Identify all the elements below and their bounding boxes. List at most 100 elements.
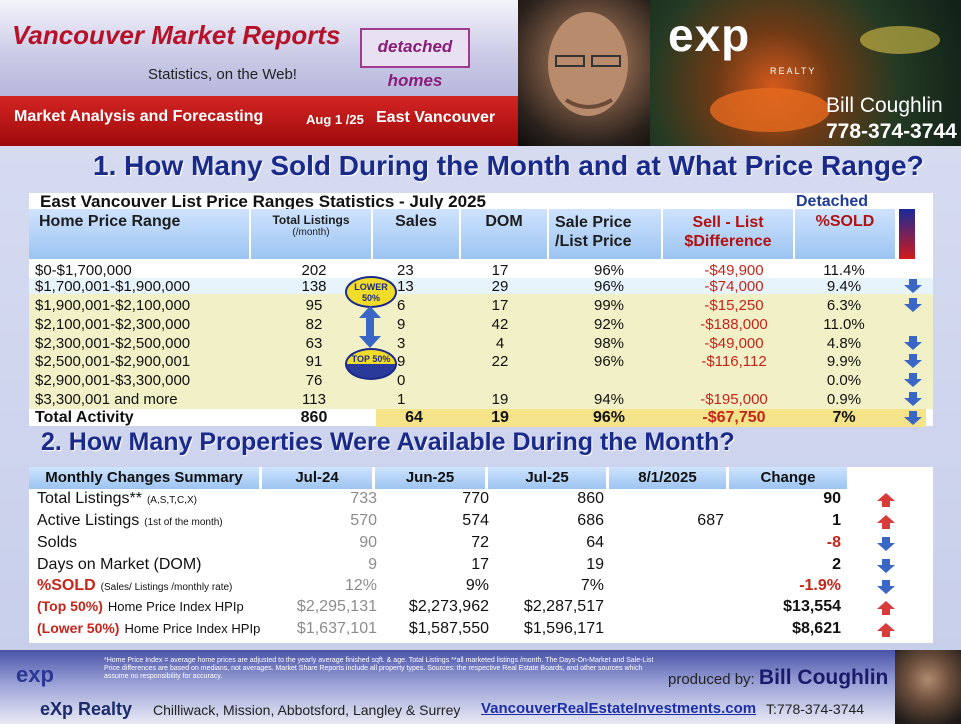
- up-arrow-icon: [877, 515, 895, 529]
- dom-cell: 29: [491, 278, 509, 295]
- website-link[interactable]: VancouverRealEstateInvestments.com: [481, 700, 757, 717]
- percent-sold-cell: 9.4%: [826, 278, 862, 295]
- footer-telephone: T:778-374-3744: [766, 701, 865, 717]
- difference-cell: -$15,250: [704, 297, 764, 314]
- footer-exp-logo: exp: [16, 662, 54, 687]
- jul-24-value: 9: [368, 556, 377, 573]
- col-sales: Sales: [373, 209, 459, 259]
- summary-label-note: (1st of the month): [144, 517, 223, 528]
- jul-25-value: 686: [577, 512, 604, 529]
- col-sell-list-difference: Sell - List $Difference: [663, 209, 793, 259]
- report-date: Aug 1 /25: [306, 112, 364, 127]
- jun-25-value: 770: [462, 490, 489, 507]
- market-analysis-label: Market Analysis and Forecasting: [14, 108, 264, 125]
- sales-cell: 13: [397, 278, 414, 295]
- col-total-listings-sub: (/month): [292, 227, 330, 238]
- col-home-price-range: Home Price Range: [29, 209, 249, 259]
- price-range-table-title: East Vancouver List Price Ranges Statist…: [40, 192, 486, 211]
- summary-row: Total Listings** (A,S,T,C,X) 733 770 860 90: [29, 490, 933, 512]
- change-value: -8: [826, 534, 841, 551]
- top-50-badge: TOP 50%: [345, 348, 397, 380]
- summary-label: Days on Market (DOM): [37, 556, 206, 574]
- summary-row: Active Listings (1st of the month) 570 574 6…: [29, 512, 933, 534]
- dom-cell: 17: [491, 297, 509, 314]
- sales-cell: 6: [397, 297, 406, 314]
- producer-name: Bill Coughlin: [758, 666, 889, 689]
- dom-cell: 22: [491, 353, 509, 370]
- jul-25-value: 64: [586, 534, 604, 551]
- monthly-changes-table: [29, 467, 933, 643]
- listings-cell: 138: [301, 278, 327, 295]
- summary-label: Active Listings (1st of the month): [37, 512, 223, 530]
- total-highlight: [376, 409, 926, 427]
- produced-by: produced by: Bill Coughlin: [668, 666, 888, 690]
- difference-cell: -$49,900: [704, 262, 764, 279]
- section1-heading: 1. How Many Sold During the Month and at…: [93, 150, 924, 181]
- listings-cell: 63: [305, 335, 323, 352]
- sale-list-cell: 96%: [593, 278, 625, 295]
- percent-sold-cell: 4.8%: [826, 335, 862, 352]
- sales-cell: 9: [397, 353, 406, 370]
- difference-cell: -$74,000: [704, 278, 764, 295]
- sale-list-cell: 98%: [593, 335, 625, 352]
- price-range-cell: $2,300,001-$2,500,000: [35, 335, 191, 352]
- price-range-row: $2,100,001-$2,300,000 82 9 42 92% -$188,000 11…: [29, 316, 897, 333]
- summary-label-note: Home Price Index HPIp: [107, 599, 244, 614]
- summary-row: Days on Market (DOM) 9 17 19 2: [29, 556, 933, 578]
- change-value: 1: [832, 512, 841, 529]
- up-arrow-icon: [877, 493, 895, 507]
- property-type-label: Detached: [796, 193, 869, 210]
- sales-cell: 23: [397, 262, 414, 279]
- down-arrow-icon: [904, 336, 922, 350]
- sale-list-cell: 92%: [593, 316, 625, 333]
- total-down-arrow-icon: [904, 411, 922, 425]
- price-range-cell: $3,300,001 and more: [35, 391, 178, 408]
- down-arrow-icon: [904, 279, 922, 293]
- percent-sold-cell: 0.9%: [826, 391, 862, 408]
- percent-sold-cell: 9.9%: [826, 353, 862, 370]
- total-sales: 64: [405, 409, 423, 426]
- price-range-row: $1,700,001-$1,900,000 138 13 29 96% -$74,000 9…: [29, 278, 922, 295]
- col-change: Change: [729, 467, 847, 489]
- price-range-row: $2,500,001-$2,900,001 91 9 22 96% -$116,112 9.…: [29, 353, 922, 370]
- down-arrow-icon: [877, 580, 895, 594]
- total-dom: 19: [491, 409, 509, 426]
- jun-25-value: 574: [462, 512, 489, 529]
- jul-24-value: 570: [350, 512, 377, 529]
- detached-homes-badge: detached homes: [360, 28, 470, 90]
- total-difference: -$67,750: [702, 409, 766, 426]
- dom-cell: 4: [495, 335, 505, 352]
- jul-24-value: 733: [350, 490, 377, 507]
- col-total-listings-label: Total Listings: [272, 213, 350, 227]
- agent-face-icon: [548, 12, 628, 116]
- total-percent-sold: 7%: [832, 409, 856, 426]
- agent-photo: [518, 0, 650, 146]
- down-arrow-icon: [904, 392, 922, 406]
- summary-label-text: %SOLD: [37, 577, 96, 594]
- jul-24-value: $1,637,101: [296, 620, 377, 637]
- percent-sold-cell: 11.0%: [823, 316, 865, 333]
- sale-list-cell: 96%: [593, 262, 625, 279]
- col-jul-25: Jul-25: [488, 467, 606, 489]
- listings-cell: 113: [302, 391, 326, 408]
- sale-list-cell: 99%: [593, 297, 625, 314]
- down-arrow-icon: [877, 559, 895, 573]
- price-range-cell: $2,500,001-$2,900,001: [35, 353, 191, 370]
- dom-cell: 19: [491, 391, 509, 408]
- col-jul-24: Jul-24: [262, 467, 372, 489]
- summary-label-text: (Lower 50%): [37, 620, 120, 636]
- summary-label: Solds: [37, 534, 82, 552]
- total-activity-row: Total Activity 860 64 19 96% -$67,750 7%: [29, 409, 933, 427]
- price-range-cell: $0-$1,700,000: [35, 262, 132, 279]
- col-percent-sold: %SOLD: [795, 209, 895, 259]
- aug-1-value: 687: [697, 512, 724, 529]
- listings-cell: 82: [305, 316, 323, 333]
- summary-label-text: Total Listings**: [37, 490, 142, 507]
- change-value: $8,621: [792, 620, 841, 637]
- percent-sold-cell: 0.0%: [826, 372, 862, 389]
- down-arrow-icon: [904, 354, 922, 368]
- dom-cell: 42: [491, 316, 509, 333]
- percent-sold-cell: 11.4%: [823, 262, 865, 279]
- total-sale-list: 96%: [592, 409, 626, 426]
- jul-25-value: 860: [577, 490, 604, 507]
